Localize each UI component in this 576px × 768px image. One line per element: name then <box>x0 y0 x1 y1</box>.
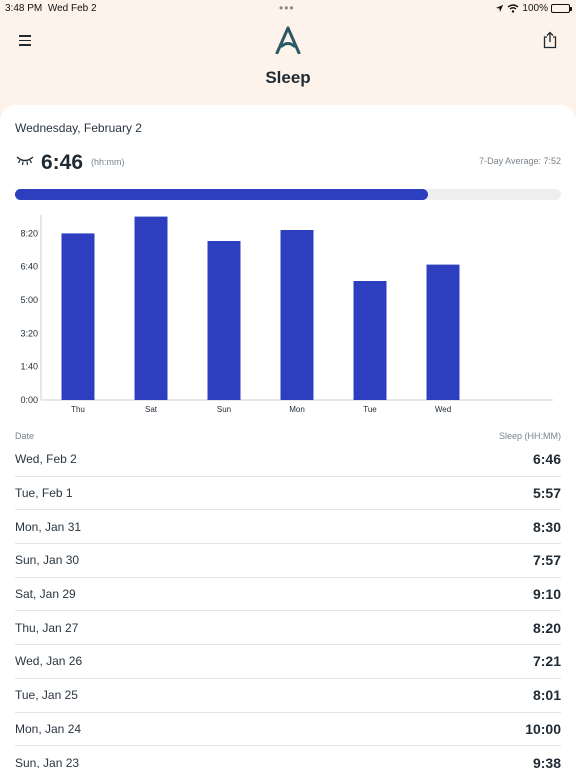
row-sleep-value: 8:30 <box>532 518 561 535</box>
hamburger-icon-line <box>19 44 31 46</box>
sleep-list-row[interactable]: Mon, Jan 31 8:30 <box>15 510 561 545</box>
row-sleep-value: 7:21 <box>532 653 561 670</box>
chart-bar <box>61 233 95 400</box>
row-date: Wed, Feb 2 <box>15 452 77 467</box>
sleep-duration: 6:46 <box>41 151 84 174</box>
sleep-list-row[interactable]: Tue, Feb 1 5:57 <box>15 477 561 511</box>
chart-x-tick-label: Wed <box>435 405 451 414</box>
hamburger-icon-line <box>19 39 31 41</box>
row-date: Sun, Jan 30 <box>15 553 80 568</box>
hamburger-icon <box>19 35 31 37</box>
content-card <box>0 105 576 768</box>
sleep-progress-fill <box>15 189 428 200</box>
row-date: Tue, Jan 25 <box>15 688 78 703</box>
status-bar: 3:48 PM Wed Feb 2 ••• 100% <box>0 0 576 16</box>
row-sleep-value: 7:57 <box>532 552 561 569</box>
seven-day-average: 7-Day Average: 7:52 <box>479 156 561 166</box>
chart-x-tick-label: Sun <box>217 405 231 414</box>
chart-bar <box>426 264 460 400</box>
chart-y-tick-label: 0:00 <box>20 395 38 405</box>
chart-x-tick-label: Sat <box>145 405 158 414</box>
chart-bar <box>280 230 314 400</box>
row-date: Wed, Jan 26 <box>15 654 83 669</box>
row-sleep-value: 10:00 <box>525 720 561 737</box>
sleep-list-row[interactable]: Wed, Jan 26 7:21 <box>15 645 561 679</box>
sleep-list-row[interactable]: Sat, Jan 29 9:10 <box>15 578 561 612</box>
sleep-bar-chart: 0:00 1:40 3:20 5:00 6:40 8:20 Thu Sat Sun Mon Tue W… <box>20 215 553 414</box>
row-date: Thu, Jan 27 <box>15 620 79 635</box>
logo-a-icon <box>275 26 301 54</box>
share-icon[interactable] <box>541 31 559 49</box>
row-sleep-value: 8:20 <box>532 619 561 636</box>
battery-percent: 100% <box>522 3 548 14</box>
sleep-unit: (hh:mm) <box>91 157 125 167</box>
row-date: Sun, Jan 23 <box>15 755 80 768</box>
closed-eye-icon <box>16 156 34 166</box>
selected-date: Wednesday, February 2 <box>15 121 142 135</box>
status-time: 3:48 PM <box>5 3 43 14</box>
chart-y-tick-label: 8:20 <box>20 228 38 238</box>
menu-button[interactable] <box>17 33 33 47</box>
row-sleep-value: 9:38 <box>532 754 561 768</box>
sleep-list-row[interactable]: Sun, Jan 30 7:57 <box>15 544 561 578</box>
wifi-icon <box>507 4 519 13</box>
chart-bar <box>207 241 241 400</box>
sleep-list-row[interactable]: Thu, Jan 27 8:20 <box>15 611 561 646</box>
row-date: Mon, Jan 24 <box>15 721 82 736</box>
chart-bar <box>134 216 168 400</box>
row-date: Sat, Jan 29 <box>15 587 76 602</box>
sleep-history-list: Wed, Feb 2 6:46 Tue, Feb 1 5:57 Mon, Jan 31 8… <box>15 443 561 768</box>
chart-y-tick-label: 1:40 <box>20 362 38 372</box>
chart-y-tick-label: 3:20 <box>20 328 38 338</box>
row-sleep-value: 9:10 <box>532 586 561 603</box>
chart-y-tick-label: 5:00 <box>20 295 38 305</box>
sleep-list-row[interactable]: Mon, Jan 24 10:00 <box>15 713 561 747</box>
chart-x-tick-label: Mon <box>289 405 305 414</box>
chart-x-tick-label: Thu <box>71 405 85 414</box>
multitasking-dots-icon[interactable]: ••• <box>279 1 295 15</box>
chart-bar <box>353 281 387 400</box>
sleep-progress-bar <box>15 189 561 200</box>
page-title: Sleep <box>265 68 311 87</box>
row-sleep-value: 5:57 <box>532 485 561 502</box>
sleep-list-row[interactable]: Sun, Jan 23 9:38 <box>15 746 561 768</box>
chart-y-tick-label: 6:40 <box>20 262 38 272</box>
location-icon <box>496 4 504 13</box>
row-date: Mon, Jan 31 <box>15 519 82 534</box>
row-sleep-value: 8:01 <box>532 687 561 704</box>
row-date: Tue, Feb 1 <box>15 486 73 501</box>
sleep-list-row[interactable]: Tue, Jan 25 8:01 <box>15 679 561 713</box>
status-icons: 100% <box>495 3 572 14</box>
row-sleep-value: 6:46 <box>532 451 561 468</box>
sleep-column-header: Sleep (HH:MM) <box>498 431 561 441</box>
battery-icon <box>551 4 572 13</box>
chart-x-tick-label: Tue <box>363 405 377 414</box>
sleep-list-row[interactable]: Wed, Feb 2 6:46 <box>15 443 561 477</box>
status-time-date: 3:48 PM Wed Feb 2 <box>5 3 97 14</box>
status-date: Wed Feb 2 <box>47 3 97 14</box>
date-column-header: Date <box>15 431 35 441</box>
